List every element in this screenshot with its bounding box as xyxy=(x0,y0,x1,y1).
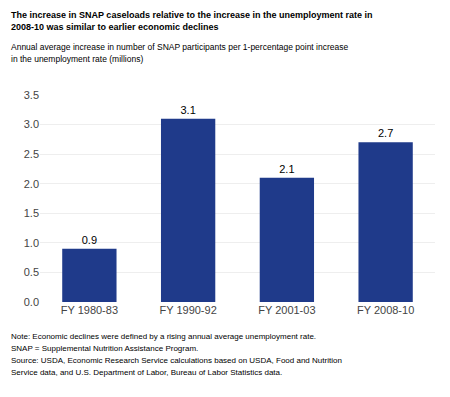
svg-text:Note: Economic declines were d: Note: Economic declines were defined by … xyxy=(11,332,316,341)
svg-text:2008-10 was similar to earlier: 2008-10 was similar to earlier economic … xyxy=(11,22,219,32)
svg-text:3.0: 3.0 xyxy=(24,118,39,130)
svg-text:0.0: 0.0 xyxy=(24,296,39,308)
svg-text:2.1: 2.1 xyxy=(279,163,294,175)
svg-text:The increase in SNAP caseloads: The increase in SNAP caseloads relative … xyxy=(11,10,372,20)
svg-text:in the unemployment rate (mill: in the unemployment rate (millions) xyxy=(11,54,143,64)
svg-text:2.5: 2.5 xyxy=(24,148,39,160)
svg-text:3.5: 3.5 xyxy=(24,89,39,101)
svg-text:Source: USDA, Economic Researc: Source: USDA, Economic Research Service … xyxy=(11,356,342,365)
svg-text:1.0: 1.0 xyxy=(24,237,39,249)
svg-text:SNAP = Supplemental Nutrition: SNAP = Supplemental Nutrition Assistance… xyxy=(11,344,198,353)
svg-text:2.0: 2.0 xyxy=(24,178,39,190)
svg-text:Annual average increase in num: Annual average increase in number of SNA… xyxy=(11,42,348,52)
svg-text:Service data, and U.S. Departm: Service data, and U.S. Department of Lab… xyxy=(11,368,282,377)
svg-text:FY 2001-03: FY 2001-03 xyxy=(258,304,315,316)
svg-text:2.7: 2.7 xyxy=(378,127,393,139)
svg-text:0.5: 0.5 xyxy=(24,266,39,278)
svg-text:0.9: 0.9 xyxy=(82,234,97,246)
svg-text:3.1: 3.1 xyxy=(180,104,195,116)
svg-text:FY 1980-83: FY 1980-83 xyxy=(61,304,118,316)
svg-text:1.5: 1.5 xyxy=(24,207,39,219)
svg-text:FY 1990-92: FY 1990-92 xyxy=(159,304,216,316)
svg-text:FY 2008-10: FY 2008-10 xyxy=(357,304,414,316)
